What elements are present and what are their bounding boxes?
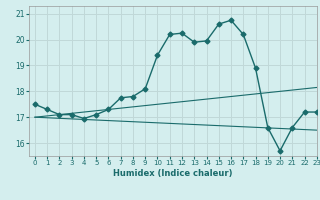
X-axis label: Humidex (Indice chaleur): Humidex (Indice chaleur)	[113, 169, 233, 178]
